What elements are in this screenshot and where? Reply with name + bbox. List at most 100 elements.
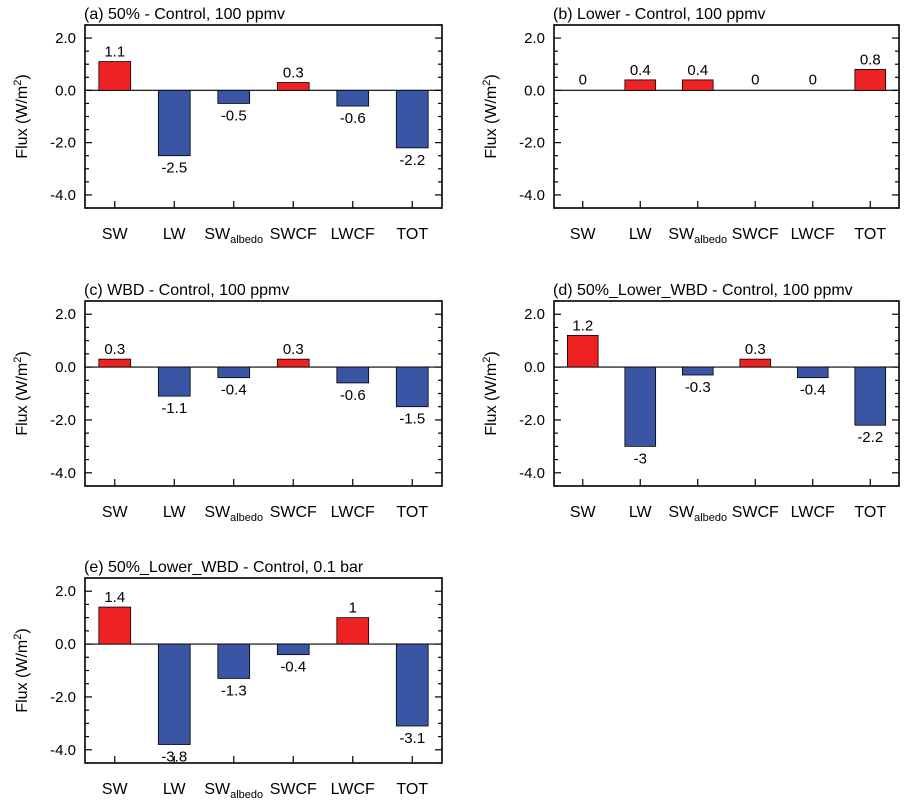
panel-title: (c) WBD - Control, 100 ppmv bbox=[84, 282, 289, 299]
x-category-label: SWalbedo bbox=[668, 504, 727, 524]
bar bbox=[336, 617, 370, 645]
data-label: -3 bbox=[634, 450, 647, 467]
y-axis-title: Flux (W/m2) bbox=[481, 351, 500, 435]
x-category-label: LWCF bbox=[331, 504, 375, 521]
bar bbox=[276, 82, 310, 91]
data-label: -0.4 bbox=[221, 382, 247, 399]
bar bbox=[98, 606, 132, 645]
y-tick-label: 0.0 bbox=[55, 82, 76, 99]
y-axis-title: Flux (W/m2) bbox=[481, 74, 500, 158]
x-category-label: LWCF bbox=[791, 504, 835, 521]
bar bbox=[217, 366, 251, 379]
y-axis-title: Flux (W/m2) bbox=[12, 351, 31, 435]
bar bbox=[566, 334, 599, 368]
data-label: -1.3 bbox=[221, 682, 247, 699]
x-category-label: SWalbedo bbox=[204, 504, 263, 524]
bar bbox=[157, 643, 191, 745]
data-label: 0 bbox=[751, 71, 759, 88]
data-label: -0.6 bbox=[340, 387, 366, 404]
x-category-label: LW bbox=[629, 504, 653, 521]
y-tick-label: 0.0 bbox=[55, 359, 76, 376]
y-tick-label: 0.0 bbox=[524, 82, 545, 99]
data-label: -0.3 bbox=[685, 379, 711, 396]
plot-frame bbox=[84, 24, 443, 209]
panel-title: (a) 50% - Control, 100 ppmv bbox=[84, 6, 285, 23]
data-label: -0.4 bbox=[280, 659, 306, 676]
bar bbox=[98, 358, 132, 368]
bar bbox=[276, 643, 310, 656]
panel-title: (e) 50%_Lower_WBD - Control, 0.1 bar bbox=[84, 559, 364, 576]
x-category-label: LW bbox=[629, 226, 653, 243]
bar bbox=[395, 89, 429, 149]
x-category-label: SWCF bbox=[270, 781, 317, 798]
data-label: 0.3 bbox=[104, 341, 125, 358]
data-label: 1.2 bbox=[572, 317, 593, 334]
data-label: -2.2 bbox=[399, 152, 425, 169]
data-label: 0.3 bbox=[283, 65, 304, 82]
data-label: -3.1 bbox=[399, 730, 425, 747]
x-category-label: SWCF bbox=[270, 504, 317, 521]
data-label: 0.3 bbox=[745, 341, 766, 358]
y-tick-label: 0.0 bbox=[524, 359, 545, 376]
x-category-label: LWCF bbox=[331, 226, 375, 243]
x-category-label: SW bbox=[570, 226, 597, 243]
bar bbox=[98, 61, 132, 91]
bar bbox=[157, 89, 191, 157]
y-tick-label: -2.0 bbox=[50, 689, 76, 706]
data-label: 1 bbox=[349, 600, 357, 617]
data-label: -2.5 bbox=[161, 160, 187, 177]
data-label: -1.1 bbox=[161, 400, 187, 417]
bar bbox=[624, 366, 657, 447]
bar bbox=[739, 358, 772, 368]
data-label: 1.4 bbox=[104, 589, 125, 606]
data-label: 1.1 bbox=[104, 44, 125, 61]
panel-1: (b) Lower - Control, 100 ppmv 2.0 0.0 -2.0 -… bbox=[481, 6, 900, 246]
plot-frame bbox=[84, 577, 443, 764]
data-label: -1.5 bbox=[399, 411, 425, 428]
y-tick-label: 2.0 bbox=[55, 306, 76, 323]
y-tick-label: -2.0 bbox=[50, 135, 76, 152]
data-label: 0.4 bbox=[687, 62, 708, 79]
plot-frame bbox=[553, 300, 900, 487]
y-tick-label: -4.0 bbox=[50, 742, 76, 759]
x-category-label: LW bbox=[163, 504, 187, 521]
data-label: 0.4 bbox=[630, 62, 651, 79]
y-axis-title: Flux (W/m2) bbox=[12, 74, 31, 158]
x-category-label: TOT bbox=[854, 226, 886, 243]
bar bbox=[217, 89, 251, 104]
x-category-label: SWCF bbox=[732, 504, 779, 521]
x-category-label: SW bbox=[102, 226, 129, 243]
y-tick-label: -4.0 bbox=[519, 465, 545, 482]
bar bbox=[854, 366, 887, 426]
bar bbox=[276, 358, 310, 368]
x-category-label: SW bbox=[102, 504, 129, 521]
plot-frame bbox=[84, 300, 443, 487]
data-label: -0.6 bbox=[340, 110, 366, 127]
data-label: 0.8 bbox=[860, 51, 881, 68]
x-category-label: LWCF bbox=[331, 781, 375, 798]
bar bbox=[624, 79, 657, 91]
panel-title: (b) Lower - Control, 100 ppmv bbox=[553, 6, 766, 23]
data-label: -0.5 bbox=[221, 107, 247, 124]
y-tick-label: 0.0 bbox=[55, 636, 76, 653]
y-tick-label: -4.0 bbox=[50, 187, 76, 204]
data-label: 0.3 bbox=[283, 341, 304, 358]
bar bbox=[854, 69, 887, 91]
y-tick-label: 2.0 bbox=[524, 306, 545, 323]
bar bbox=[217, 643, 251, 679]
x-category-label: SW bbox=[570, 504, 597, 521]
x-category-label: SWalbedo bbox=[668, 226, 727, 246]
y-tick-label: -2.0 bbox=[519, 135, 545, 152]
bar bbox=[336, 89, 370, 107]
bar bbox=[336, 366, 370, 384]
x-category-label: SW bbox=[102, 781, 129, 798]
y-tick-label: -4.0 bbox=[519, 187, 545, 204]
bar bbox=[681, 366, 714, 376]
bar bbox=[157, 366, 191, 397]
bar bbox=[395, 366, 429, 408]
y-tick-label: -4.0 bbox=[50, 465, 76, 482]
panel-4: (e) 50%_Lower_WBD - Control, 0.1 bar 2.0 0… bbox=[12, 559, 443, 801]
bar bbox=[681, 79, 714, 91]
